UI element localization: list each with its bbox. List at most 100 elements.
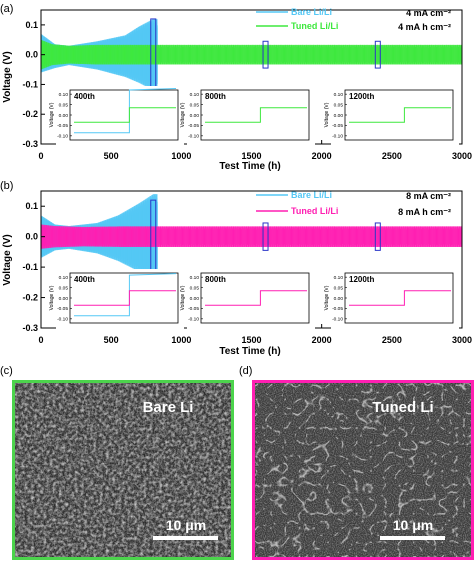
inset-y-tick-label-400th-0.05-a: 0.05: [59, 102, 69, 108]
panel-label-c: (c): [0, 365, 13, 377]
cycle-marker-1200th-b: [374, 222, 381, 251]
legend-label-tuned-a: Tuned Li/Li: [291, 21, 338, 31]
inset-y-tick-label-800th--0.1-a: -0.10: [188, 134, 199, 140]
inset-frame-400th-a: [69, 89, 179, 141]
cycle-marker-800th-b: [262, 222, 269, 251]
inset-y-tick-label-400th-0.05-b: 0.05: [59, 285, 69, 291]
sem-texture-fine-bare-li: [12, 380, 234, 560]
panel-label-a: (a): [0, 3, 13, 15]
inset-400th-a: 0.10 0.05 0.00 -0.05 -0.10 Voltage (V) 400th: [49, 86, 184, 146]
inset-y-tick-label-1200th--0.05-b: -0.05: [332, 306, 343, 312]
inset-y-tick-label-1200th-0-b: 0.00: [334, 296, 344, 302]
y-tick-label--0.2-b: -0.2: [22, 293, 38, 303]
inset-title-1200th-b: 1200th: [349, 275, 374, 284]
x-tick-label-3000-b: 3000: [452, 335, 472, 345]
inset-y-label-1200th-a: Voltage (V): [324, 102, 330, 127]
inset-y-tick-label-1200th-0.1-a: 0.10: [334, 92, 344, 98]
inset-y-tick-label-1200th-0.05-b: 0.05: [334, 285, 344, 291]
inset-1200th-a: 0.10 0.05 0.00 -0.05 -0.10 Voltage (V) 1200th: [324, 86, 459, 146]
inset-frame-800th-a: [200, 89, 310, 141]
inset-title-800th-b: 800th: [205, 275, 226, 284]
axes-b: 0 500 1000 1500 2000 2500 3000-0.3-0.2-0.10.00…: [22, 190, 472, 345]
annotation-capacity-b: 8 mA h cm⁻²: [398, 207, 451, 217]
sem-border-d: [252, 380, 474, 560]
inset-trace-tuned-400th-b: [74, 290, 176, 306]
panel-a: (a) 0 500 1000 1500 2000 2500 3000 -0.3 -0.2 -0.1…: [0, 3, 472, 172]
x-axis-label-a: Test Time (h): [219, 161, 280, 172]
inset-y-tick-label-400th--0.1-b: -0.10: [57, 317, 68, 323]
legend-b: Bare Li/Li Tuned Li/Li: [256, 190, 338, 216]
inset-y-tick-label-1200th-0-a: 0.00: [334, 113, 344, 119]
inset-y-tick-label-800th--0.05-b: -0.05: [188, 306, 199, 312]
x-tick-label-2500-a: 2500: [382, 151, 402, 161]
inset-y-tick-label-400th-0-b: 0.00: [59, 296, 69, 302]
inset-trace-tuned-400th-a: [74, 107, 176, 123]
inset-trace-tuned-1200th-a: [349, 107, 451, 123]
inset-y-tick-label-800th-0.05-b: 0.05: [190, 285, 200, 291]
axes-a: 0 500 1000 1500 2000 2500 3000-0.3-0.2-0.10.00…: [22, 9, 472, 161]
inset-y-tick-label-400th-0.1-a: 0.10: [59, 92, 69, 98]
legend-a: Bare Li/Li Tuned Li/Li: [256, 7, 338, 31]
y-tick-label-0-b: 0.0: [25, 232, 38, 242]
x-tick-label-1500-b: 1500: [241, 335, 261, 345]
y-tick-label--0.3-a: -0.3: [22, 139, 38, 149]
inset-1200th-b: 0.10 0.05 0.00 -0.05 -0.10 Voltage (V) 1200th: [324, 269, 459, 329]
y-tick-label-0.1-a: 0.1: [25, 20, 38, 30]
legend-label-bare-b: Bare Li/Li: [291, 190, 332, 200]
inset-800th-a: 0.10 0.05 0.00 -0.05 -0.10 Voltage (V) 800th: [180, 86, 315, 146]
inset-frame-800th-b: [200, 272, 310, 324]
plot-area-a: [40, 18, 462, 91]
annotation-current-a: 4 mA cm⁻²: [406, 8, 451, 18]
inset-trace-tuned-800th-a: [205, 107, 307, 123]
y-tick-label-0.1-b: 0.1: [25, 201, 38, 211]
y-tick-label--0.3-b: -0.3: [22, 323, 38, 333]
x-tick-label-1000-b: 1000: [171, 335, 191, 345]
scalebar-label-c: 10 μm: [166, 517, 206, 533]
scalebar-c: [153, 536, 218, 540]
y-tick-label-0-a: 0.0: [25, 50, 38, 60]
inset-y-label-1200th-b: Voltage (V): [324, 285, 330, 310]
inset-y-label-800th-b: Voltage (V): [180, 285, 186, 310]
inset-y-tick-label-1200th-0.05-a: 0.05: [334, 102, 344, 108]
panel-label-b: (b): [0, 180, 13, 192]
series-tuned-b: [40, 224, 462, 249]
panel-d: (d) Tuned Li 10 μm: [239, 365, 474, 560]
x-axis-label-b: Test Time (h): [219, 346, 280, 357]
inset-y-tick-label-800th-0-b: 0.00: [190, 296, 200, 302]
caption-bare-li: Bare Li: [143, 399, 194, 416]
inset-y-tick-label-400th--0.1-a: -0.10: [57, 134, 68, 140]
inset-y-label-400th-a: Voltage (V): [49, 102, 55, 127]
cycle-marker-800th-a: [262, 40, 269, 69]
inset-y-tick-label-400th--0.05-a: -0.05: [57, 123, 68, 129]
plot-area-b: [40, 194, 462, 277]
inset-y-tick-label-800th--0.1-b: -0.10: [188, 317, 199, 323]
cycle-marker-1200th-a: [374, 40, 381, 69]
inset-y-tick-label-1200th-0.1-b: 0.10: [334, 275, 344, 281]
y-axis-label-a: Voltage (V): [2, 51, 13, 102]
inset-y-tick-label-400th--0.05-b: -0.05: [57, 306, 68, 312]
x-tick-label-2000-b: 2000: [312, 335, 332, 345]
inset-y-tick-label-800th-0.1-b: 0.10: [190, 275, 200, 281]
inset-title-1200th-a: 1200th: [349, 92, 374, 101]
scalebar-d: [380, 536, 445, 540]
inset-trace-tuned-800th-b: [205, 290, 307, 306]
x-tick-label-1500-a: 1500: [241, 151, 261, 161]
x-tick-label-2500-b: 2500: [382, 335, 402, 345]
legend-label-bare-a: Bare Li/Li: [291, 7, 332, 17]
inset-y-tick-label-800th-0.1-a: 0.10: [190, 92, 200, 98]
sem-border-c: [12, 380, 234, 560]
x-tick-label-500-a: 500: [104, 151, 119, 161]
inset-y-tick-label-1200th--0.1-b: -0.10: [332, 317, 343, 323]
y-tick-label--0.1-a: -0.1: [22, 79, 38, 89]
inset-frame-1200th-b: [344, 272, 454, 324]
x-tick-label-0-b: 0: [38, 335, 43, 345]
inset-frame-400th-b: [69, 272, 179, 324]
scalebar-label-d: 10 μm: [393, 517, 433, 533]
x-tick-label-2000-a: 2000: [312, 151, 332, 161]
inset-y-tick-label-800th--0.05-a: -0.05: [188, 123, 199, 129]
inset-y-tick-label-800th-0-a: 0.00: [190, 113, 200, 119]
sem-network-tuned-li: [252, 380, 474, 560]
inset-y-tick-label-1200th--0.05-a: -0.05: [332, 123, 343, 129]
inset-title-800th-a: 800th: [205, 92, 226, 101]
